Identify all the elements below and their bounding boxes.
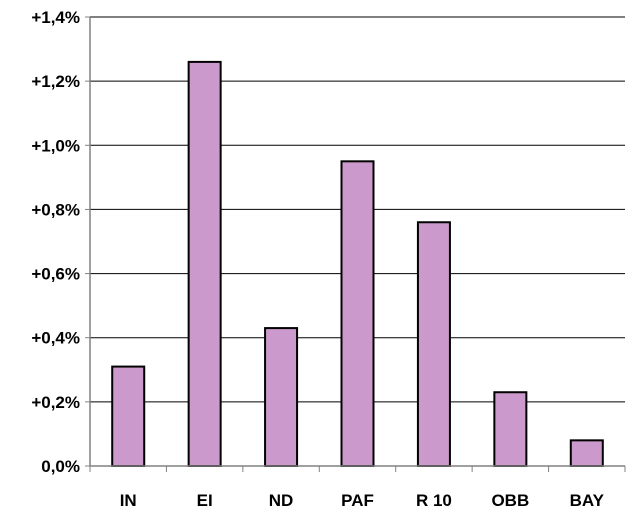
y-tick-label: +0,4% <box>31 329 80 348</box>
x-tick-label: PAF <box>341 491 374 510</box>
bar-r-10 <box>416 221 451 467</box>
y-tick-label: +1,0% <box>31 136 80 155</box>
bar-bay <box>569 439 604 468</box>
x-tick-label: R 10 <box>416 491 452 510</box>
y-tick-label: +1,2% <box>31 72 80 91</box>
y-tick-label: +0,2% <box>31 393 80 412</box>
x-tick-label: ND <box>269 491 294 510</box>
x-tick-label: BAY <box>570 491 605 510</box>
y-tick-label: 0,0% <box>41 457 80 476</box>
bar-paf <box>340 160 375 467</box>
bar-in <box>111 365 146 468</box>
y-tick-labels: 0,0% +0,2% +0,4% +0,6% +0,8% +1,0% +1,2% +1,4% <box>31 8 80 476</box>
x-tick-label: EI <box>197 491 213 510</box>
bar-ei <box>187 60 222 468</box>
y-tick-label: +1,4% <box>31 8 80 27</box>
axes <box>85 16 626 472</box>
x-tick-label: OBB <box>491 491 529 510</box>
y-tick-label: +0,8% <box>31 200 80 219</box>
bar-nd <box>264 327 299 468</box>
x-tick-labels: IN EI ND PAF R 10 OBB BAY <box>120 491 605 510</box>
y-tick-label: +0,6% <box>31 265 80 284</box>
x-tick-label: IN <box>120 491 137 510</box>
bar-obb <box>493 391 528 467</box>
